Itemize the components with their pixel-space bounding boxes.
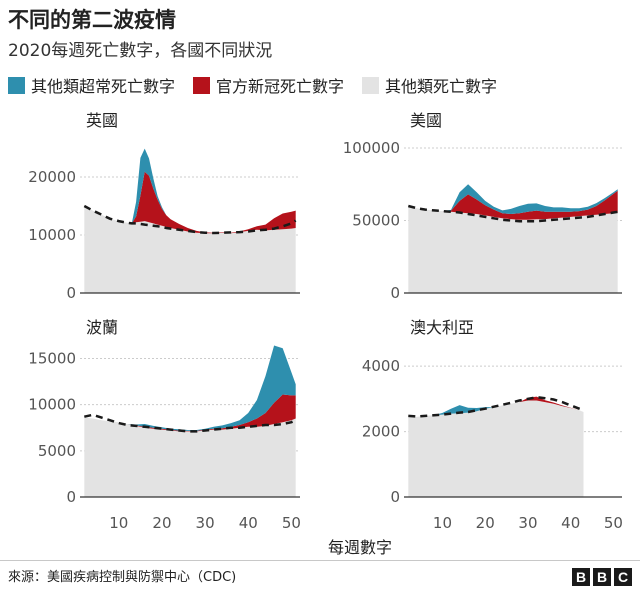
y-tick-label: 0 [390,488,400,506]
area-excess-other-deaths [408,396,584,417]
y-tick-label: 0 [66,284,76,302]
footer-divider [0,560,640,561]
x-tick-label: 40 [239,514,258,532]
y-tick-label: 0 [66,488,76,506]
x-axis-title: 每週數字 [328,538,392,557]
area-other-deaths [408,400,584,497]
y-tick-label: 50000 [352,212,400,230]
y-tick-label: 5000 [38,442,76,460]
baseline-dashed-line [408,395,584,418]
bbc-logo: B B C [569,568,632,586]
y-tick-label: 20000 [28,168,76,186]
baseline-dashed-line [84,413,297,433]
y-tick-label: 2000 [362,423,400,441]
baseline-dashed-line [407,204,618,223]
x-tick-label: 10 [109,514,128,532]
y-tick-label: 10000 [28,226,76,244]
small-multiples-charts: 01000020000英國050000100000美國0500010000150… [28,111,623,557]
legend: 其他類超常死亡數字 官方新冠死亡數字 其他類死亡數字 [8,74,515,96]
x-tick-label: 20 [152,514,171,532]
x-tick-label: 50 [282,514,301,532]
x-tick-label: 50 [604,514,623,532]
area-covid-deaths [84,171,296,234]
chart-title: 不同的第二波疫情 [8,8,176,32]
panel-title: 澳大利亞 [410,318,474,337]
x-tick-label: 30 [196,514,215,532]
legend-item-covid: 官方新冠死亡數字 [193,73,344,97]
source-note: 來源：美國疾病控制與防禦中心（CDC) [8,570,237,585]
area-other-deaths [408,206,618,293]
x-tick-label: 10 [433,514,452,532]
y-tick-label: 4000 [362,357,400,375]
panel-title: 波蘭 [86,318,118,337]
legend-label-other: 其他類死亡數字 [385,77,498,96]
area-excess-other-deaths [84,148,296,233]
legend-swatch-other [362,76,380,94]
legend-item-other: 其他類死亡數字 [362,73,497,97]
x-tick-label: 20 [476,514,495,532]
area-other-deaths [84,417,296,497]
area-excess-other-deaths [84,345,296,431]
panel-title: 美國 [410,111,442,130]
legend-label-excess-other: 其他類超常死亡數字 [31,77,176,96]
y-tick-label: 0 [390,284,400,302]
legend-swatch-excess-other [8,76,25,94]
panel-title: 英國 [86,111,118,130]
bbc-logo-letter: B [572,568,590,586]
area-other-deaths [84,206,296,293]
legend-label-covid: 官方新冠死亡數字 [216,77,345,96]
legend-swatch-covid [193,76,211,94]
baseline-dashed-line [83,204,297,235]
y-tick-label: 10000 [28,396,76,414]
legend-item-excess-other: 其他類超常死亡數字 [8,73,175,97]
chart-subtitle: 2020每週死亡數字，各國不同狀況 [8,41,273,61]
area-excess-other-deaths [408,184,618,214]
bbc-logo-letter: C [614,568,632,586]
x-tick-label: 30 [518,514,537,532]
y-tick-label: 15000 [28,349,76,367]
bbc-logo-letter: B [593,568,611,586]
x-tick-label: 40 [561,514,580,532]
y-tick-label: 100000 [343,139,400,157]
